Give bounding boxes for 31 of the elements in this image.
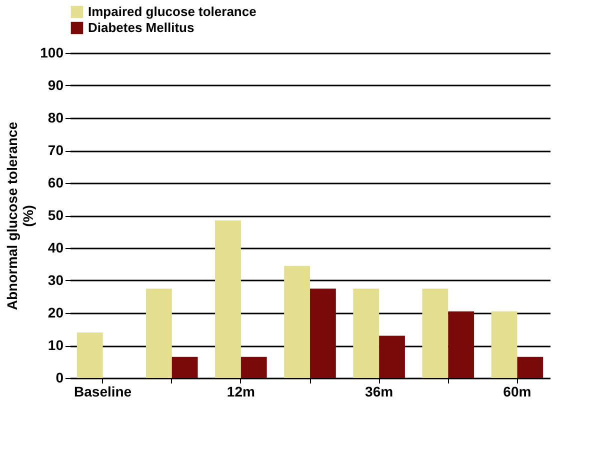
y-tick-label: 90: [48, 77, 64, 93]
bar: [215, 220, 241, 378]
bar: [284, 266, 310, 378]
y-tick-label: 20: [48, 304, 64, 320]
y-tick-label: 100: [40, 44, 64, 60]
x-tick-label: 60m: [503, 384, 532, 400]
y-axis-title: Abnormal glucose tolerance (%): [4, 122, 36, 310]
bar: [240, 356, 267, 378]
y-tick-label: 60: [48, 174, 64, 190]
bar: [310, 288, 336, 378]
x-tick-label: 12m: [226, 384, 255, 400]
legend-label: Diabetes Mellitus: [88, 20, 194, 35]
bar: [146, 288, 172, 378]
bar: [517, 356, 544, 378]
bar: [379, 336, 405, 378]
bar: [76, 332, 103, 378]
y-tick-label: 10: [48, 337, 64, 353]
bar: [491, 311, 518, 378]
x-tick-label: Baseline: [74, 384, 132, 400]
y-tick-label: 0: [56, 370, 64, 386]
y-tick-label: 80: [48, 110, 64, 126]
bar: [353, 288, 380, 378]
x-tick-label: 36m: [365, 384, 394, 400]
y-tick-label: 50: [48, 207, 64, 223]
y-tick-label: 30: [48, 272, 64, 288]
y-tick-label: 40: [48, 240, 64, 256]
bar: [172, 356, 198, 378]
legend-label: Impaired glucose tolerance: [88, 4, 256, 19]
bar: [448, 311, 474, 378]
bar: [422, 288, 448, 378]
y-tick-label: 70: [48, 142, 64, 158]
